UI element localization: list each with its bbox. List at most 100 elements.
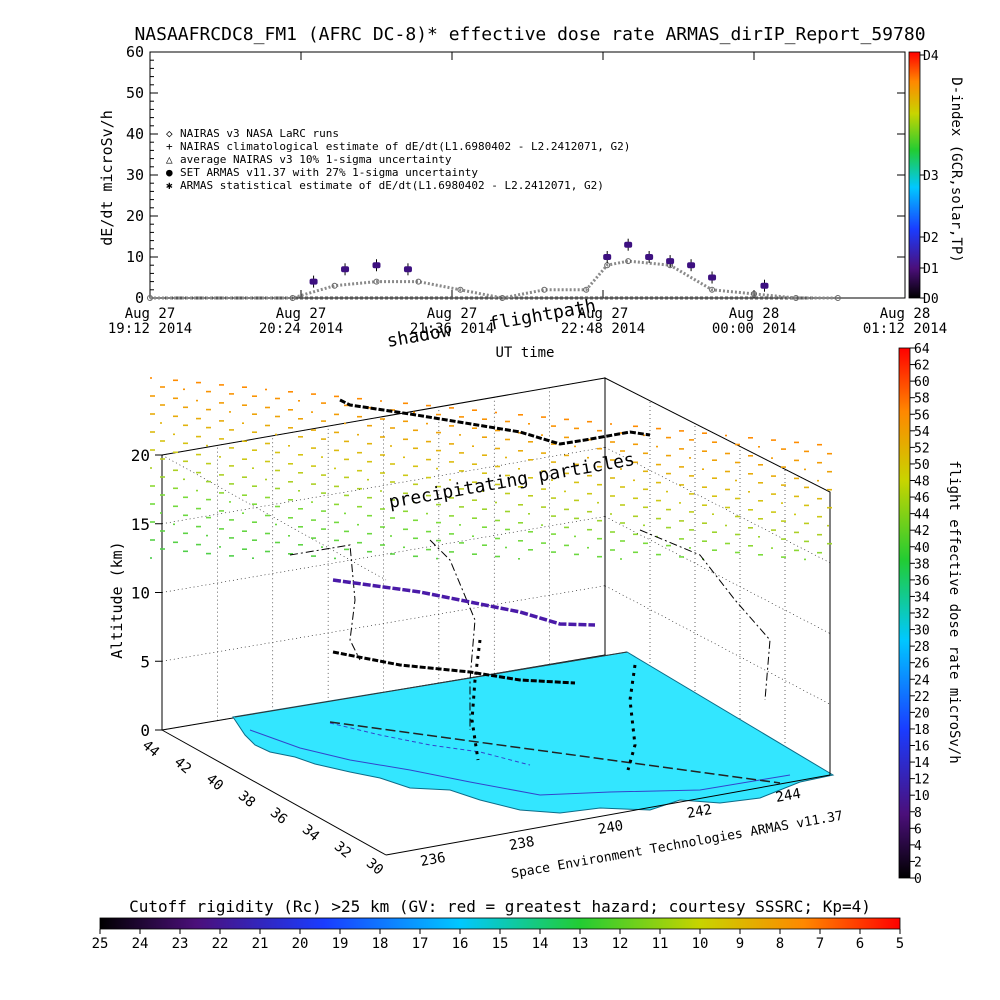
nairas-point: [289, 295, 296, 301]
dose-tick-label: 20: [914, 706, 930, 721]
longitude-tick-label: 236: [419, 850, 447, 870]
top-y-tick-label: 0: [135, 289, 144, 307]
top-x-tick-label-date: Aug 27: [125, 306, 176, 322]
latitude-tick-label: 38: [235, 788, 258, 811]
legend-symbol: ◇: [166, 127, 173, 140]
longitude-tick-label: 238: [508, 834, 536, 854]
dose-tick-label: 18: [914, 723, 930, 738]
legend-symbol: ●: [166, 166, 173, 179]
nairas-point: [834, 295, 841, 301]
latitude-tick-label: 30: [363, 855, 386, 878]
top-x-tick-label-time: 22:48 2014: [561, 321, 645, 337]
nairas-point: [583, 286, 590, 293]
dose-tick-label: 4: [914, 839, 922, 854]
cutoff-tick-label: 8: [776, 936, 784, 952]
surface-path-1: [234, 651, 628, 718]
top-y-tick-label: 60: [126, 43, 144, 61]
dose-tick-label: 2: [914, 855, 922, 870]
top-x-tick-label-date: Aug 27: [578, 306, 629, 322]
dose-tick-label: 14: [914, 756, 930, 771]
dose-tick-label: 34: [914, 590, 930, 605]
dindex-tick-label: D4: [923, 49, 939, 64]
cutoff-tick-label: 9: [736, 936, 744, 952]
dose-colorbar: [898, 347, 911, 879]
shadow-projection-2: [429, 539, 476, 730]
dose-tick-label: 62: [914, 359, 930, 374]
dose-tick-label: 54: [914, 425, 930, 440]
armas-point: [372, 262, 381, 269]
dose-tick-label: 6: [914, 822, 922, 837]
cutoff-tick-label: 13: [572, 936, 589, 952]
z-tick-label: 10: [131, 584, 150, 603]
top-y-tick-label: 30: [126, 166, 144, 184]
z-tick-label: 0: [140, 721, 150, 740]
nairas-point: [499, 295, 506, 301]
nairas-point: [751, 290, 757, 297]
z-gridline-right: [604, 446, 831, 564]
legend-entry: NAIRAS v3 NASA LaRC runs: [180, 127, 339, 140]
dose-tick-label: 52: [914, 441, 930, 456]
z-gridline: [161, 377, 606, 456]
dose-tick-label: 56: [914, 408, 930, 423]
chart-title: NASAAFRCDC8_FM1 (AFRC DC-8)* effective d…: [134, 24, 925, 45]
dose-tick-label: 48: [914, 475, 930, 490]
nairas-point: [373, 278, 380, 285]
dose-tick-label: 24: [914, 673, 930, 688]
flightpath-10km: [332, 578, 596, 627]
coast-contour-2: [329, 722, 531, 766]
nairas-point: [457, 286, 464, 293]
nairas-point: [541, 286, 548, 293]
dose-colorbar-ticks: 0246810121416182022242628303234363840424…: [910, 342, 930, 887]
legend-symbol: ✱: [166, 179, 173, 192]
top-x-tick-label-date: Aug 27: [276, 306, 327, 322]
cutoff-tick-label: 22: [212, 936, 229, 952]
cutoff-ticks: 25 24 23 22 21 20 19 18 17 16 15 14 13 12 11 10 9 8 7 6 5: [92, 929, 904, 952]
cutoff-tick-label: 19: [332, 936, 349, 952]
shadow-label: shadow: [385, 320, 453, 352]
armas-point: [666, 258, 675, 265]
legend-entry: SET ARMAS v11.37 with 27% 1-sigma uncert…: [180, 166, 478, 179]
flightpath-vertical-2: [626, 664, 637, 771]
dose-tick-label: 36: [914, 574, 930, 589]
longitude-tick-label: 240: [597, 818, 625, 838]
nairas-point: [709, 286, 716, 293]
top-y-tick-label: 20: [126, 207, 144, 225]
top-x-label: UT time: [495, 345, 554, 361]
cutoff-tick-label: 25: [92, 936, 109, 952]
top-x-tick-label-time: 21:36 2014: [410, 321, 494, 337]
cutoff-tick-label: 7: [816, 936, 824, 952]
armas-point: [708, 274, 717, 281]
dose-tick-label: 38: [914, 557, 930, 572]
top-y-label: dE/dt microSv/h: [98, 110, 116, 245]
top-y-tick-label: 10: [126, 248, 144, 266]
flightpath-5km: [332, 650, 576, 685]
cutoff-tick-label: 17: [412, 936, 429, 952]
altitude-axis: 0 5 10 15 20: [131, 446, 162, 740]
armas-point: [624, 241, 633, 248]
latitude-tick-label: 36: [267, 805, 290, 828]
top-x-tick-label-time: 19:12 2014: [108, 321, 192, 337]
longitude-tick-label: 242: [686, 802, 714, 822]
longitude-tick-label: 244: [774, 786, 802, 806]
longitude-axis: 236 238 240 242 244: [419, 786, 802, 870]
panel-3d: shadow flightpath precipitating particle…: [108, 295, 844, 882]
legend-entry: NAIRAS climatological estimate of dE/dt(…: [180, 140, 630, 153]
top-y-tick-label: 40: [126, 125, 144, 143]
dose-tick-label: 22: [914, 690, 930, 705]
dose-tick-label: 0: [914, 872, 922, 887]
armas-point: [603, 254, 612, 260]
top-x-tick-label-time: 20:24 2014: [259, 321, 343, 337]
latitude-tick-label: 42: [171, 754, 194, 777]
altitude-label: Altitude (km): [108, 541, 126, 658]
flightpath-shadow-top: [339, 398, 651, 446]
latitude-tick-label: 40: [203, 771, 226, 794]
cutoff-tick-label: 5: [896, 936, 904, 952]
dindex-label: D-index (GCR,solar,TP): [948, 77, 964, 262]
nairas-point: [147, 295, 153, 301]
z-gridline: [161, 516, 606, 593]
dose-tick-label: 32: [914, 607, 930, 622]
dose-tick-label: 26: [914, 657, 930, 672]
surface-map: [232, 651, 835, 814]
